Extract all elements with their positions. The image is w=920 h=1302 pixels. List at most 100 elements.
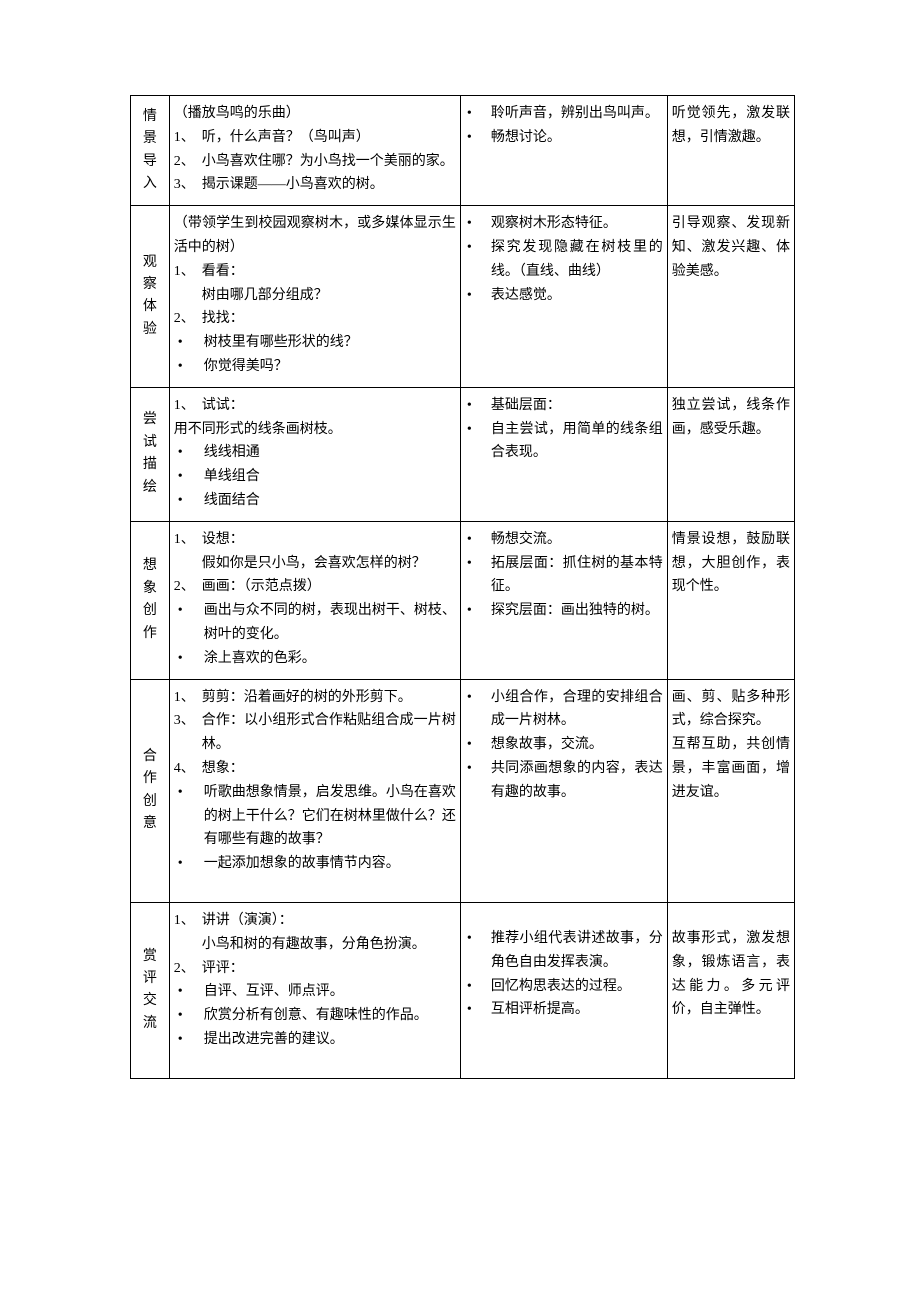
intent-text: 互帮互助，共创情景，丰富画面，增进友谊。	[672, 733, 790, 804]
item-text: 单线组合	[204, 465, 456, 489]
phase-char: 情	[133, 106, 167, 128]
bullet-item: •畅想交流。	[465, 528, 663, 552]
table-row: 观察体验（带领学生到校园观察树木，或多媒体显示生活中的树）1、看看：树由哪几部分…	[131, 206, 795, 388]
num-marker: 3、	[174, 173, 202, 197]
phase-cell: 尝试描绘	[131, 387, 170, 521]
intent-cell: 画、剪、贴多种形式，综合探究。互帮互助，共创情景，丰富画面，增进友谊。	[667, 679, 794, 902]
bullet-item: •畅想讨论。	[465, 126, 663, 150]
bullet-item: •一起添加想象的故事情节内容。	[174, 852, 456, 876]
item-text: 听，什么声音？（鸟叫声）	[202, 126, 456, 150]
table-body: 情景导入（播放鸟鸣的乐曲）1、听，什么声音？（鸟叫声）2、小鸟喜欢住哪？为小鸟找…	[131, 96, 795, 1079]
numbered-item: 1、讲讲（演演）：	[174, 909, 456, 933]
spacer	[174, 876, 456, 894]
item-text: 探究层面：画出独特的树。	[491, 599, 663, 623]
phase-char: 作	[133, 768, 167, 790]
item-text: 欣赏分析有创意、有趣味性的作品。	[204, 1004, 456, 1028]
num-marker: 1、	[174, 909, 202, 933]
table-row: 赏评交流1、讲讲（演演）：小鸟和树的有趣故事，分角色扮演。2、评评：•自评、互评…	[131, 902, 795, 1078]
item-text: 画出与众不同的树，表现出树干、树枝、树叶的变化。	[204, 599, 456, 647]
phase-char: 意	[133, 813, 167, 835]
bullet-marker: •	[465, 394, 491, 418]
item-text: 画画：（示范点拨）	[202, 575, 456, 599]
bullet-marker: •	[174, 599, 204, 623]
bullet-item: •自评、互评、师点评。	[174, 980, 456, 1004]
bullet-item: •探究层面：画出独特的树。	[465, 599, 663, 623]
bullet-marker: •	[465, 757, 491, 781]
item-text: 合作：以小组形式合作粘贴组合成一片树林。	[202, 709, 456, 757]
bullet-item: •画出与众不同的树，表现出树干、树枝、树叶的变化。	[174, 599, 456, 647]
bullet-marker: •	[174, 331, 204, 355]
item-text: 拓展层面：抓住树的基本特征。	[491, 552, 663, 600]
bullet-item: •单线组合	[174, 465, 456, 489]
student-cell: •推荐小组代表讲述故事，分角色自由发挥表演。•回忆构思表达的过程。•互相评析提高…	[460, 902, 667, 1078]
num-marker: 3、	[174, 709, 202, 733]
item-text: 推荐小组代表讲述故事，分角色自由发挥表演。	[491, 927, 663, 975]
phase-char: 绘	[133, 477, 167, 499]
bullet-item: •推荐小组代表讲述故事，分角色自由发挥表演。	[465, 927, 663, 975]
bullet-item: •共同添画想象的内容，表达有趣的故事。	[465, 757, 663, 805]
item-text: 线线相通	[204, 441, 456, 465]
item-text: 畅想讨论。	[491, 126, 663, 150]
numbered-item: 1、设想：	[174, 528, 456, 552]
num-marker: 1、	[174, 260, 202, 284]
bullet-item: •基础层面：	[465, 394, 663, 418]
intent-text: 听觉领先，激发联想，引情激趣。	[672, 102, 790, 150]
intent-text: 画、剪、贴多种形式，综合探究。	[672, 686, 790, 734]
bullet-marker: •	[465, 284, 491, 308]
bullet-marker: •	[174, 441, 204, 465]
bullet-item: •欣赏分析有创意、有趣味性的作品。	[174, 1004, 456, 1028]
item-text: 剪剪：沿着画好的树的外形剪下。	[202, 686, 456, 710]
bullet-marker: •	[174, 1028, 204, 1052]
student-cell: •观察树木形态特征。•探究发现隐藏在树枝里的线。（直线、曲线）•表达感觉。	[460, 206, 667, 388]
intent-cell: 引导观察、发现新知、激发兴趣、体验美感。	[667, 206, 794, 388]
phase-char: 作	[133, 623, 167, 645]
paren-note: （播放鸟鸣的乐曲）	[174, 102, 456, 126]
bullet-item: •线面结合	[174, 489, 456, 513]
table-row: 情景导入（播放鸟鸣的乐曲）1、听，什么声音？（鸟叫声）2、小鸟喜欢住哪？为小鸟找…	[131, 96, 795, 206]
phase-char: 验	[133, 319, 167, 341]
intent-cell: 情景设想，鼓励联想，大胆创作，表现个性。	[667, 521, 794, 679]
student-cell: •基础层面：•自主尝试，用简单的线条组合表现。	[460, 387, 667, 521]
phase-char: 景	[133, 128, 167, 150]
numbered-item: 2、小鸟喜欢住哪？为小鸟找一个美丽的家。	[174, 150, 456, 174]
intent-text: 独立尝试，线条作画，感受乐趣。	[672, 394, 790, 442]
phase-char: 体	[133, 296, 167, 318]
item-text: 找找：	[202, 307, 456, 331]
bullet-marker: •	[465, 599, 491, 623]
numbered-item: 1、试试：	[174, 394, 456, 418]
bullet-marker: •	[465, 418, 491, 442]
bullet-item: •涂上喜欢的色彩。	[174, 647, 456, 671]
bullet-item: •观察树木形态特征。	[465, 212, 663, 236]
intent-text: 情景设想，鼓励联想，大胆创作，表现个性。	[672, 528, 790, 599]
teacher-cell: 1、试试：用不同形式的线条画树枝。•线线相通•单线组合•线面结合	[169, 387, 460, 521]
indented-text: 树由哪几部分组成？	[174, 284, 456, 308]
phase-char: 描	[133, 454, 167, 476]
bullet-item: •探究发现隐藏在树枝里的线。（直线、曲线）	[465, 236, 663, 284]
bullet-marker: •	[465, 236, 491, 260]
bullet-item: •线线相通	[174, 441, 456, 465]
num-marker: 1、	[174, 394, 202, 418]
table-row: 想象创作1、设想：假如你是只小鸟，会喜欢怎样的树？2、画画：（示范点拨）•画出与…	[131, 521, 795, 679]
numbered-item: 3、揭示课题——小鸟喜欢的树。	[174, 173, 456, 197]
item-text: 回忆构思表达的过程。	[491, 975, 663, 999]
numbered-item: 3、合作：以小组形式合作粘贴组合成一片树林。	[174, 709, 456, 757]
phase-char: 入	[133, 173, 167, 195]
bullet-marker: •	[465, 552, 491, 576]
item-text: 讲讲（演演）：	[202, 909, 456, 933]
item-text: 畅想交流。	[491, 528, 663, 552]
bullet-marker: •	[174, 489, 204, 513]
item-text: 一起添加想象的故事情节内容。	[204, 852, 456, 876]
item-text: 提出改进完善的建议。	[204, 1028, 456, 1052]
bullet-marker: •	[465, 212, 491, 236]
bullet-marker: •	[174, 781, 204, 805]
item-text: 揭示课题——小鸟喜欢的树。	[202, 173, 456, 197]
spacer	[672, 909, 790, 927]
bullet-marker: •	[465, 528, 491, 552]
bullet-item: •想象故事，交流。	[465, 733, 663, 757]
teacher-cell: （带领学生到校园观察树木，或多媒体显示生活中的树）1、看看：树由哪几部分组成？2…	[169, 206, 460, 388]
bullet-marker: •	[174, 1004, 204, 1028]
bullet-marker: •	[174, 465, 204, 489]
item-text: 你觉得美吗？	[204, 355, 456, 379]
bullet-item: •小组合作，合理的安排组合成一片树林。	[465, 686, 663, 734]
student-cell: •小组合作，合理的安排组合成一片树林。•想象故事，交流。•共同添画想象的内容，表…	[460, 679, 667, 902]
